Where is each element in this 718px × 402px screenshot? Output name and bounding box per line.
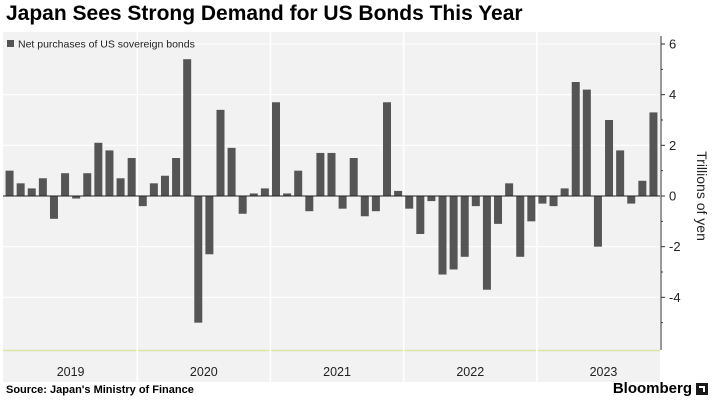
- bar: [94, 142, 103, 196]
- bar: [627, 196, 636, 204]
- bar: [116, 178, 125, 196]
- bar: [349, 158, 358, 196]
- bar: [371, 196, 380, 212]
- bar: [438, 196, 447, 275]
- bar: [160, 175, 169, 196]
- x-year-label: 2023: [590, 365, 618, 379]
- bar: [316, 152, 325, 196]
- y-tick-label: 6: [669, 37, 676, 52]
- bar: [72, 196, 81, 199]
- y-tick-label: -4: [669, 290, 681, 305]
- legend-swatch: [7, 40, 14, 47]
- bar: [249, 193, 258, 196]
- bar: [49, 196, 58, 219]
- bar: [305, 196, 314, 212]
- y-tick-label: 0: [669, 189, 676, 204]
- bar: [38, 178, 47, 196]
- brand-name: Bloomberg: [612, 380, 692, 397]
- x-year-label: 2021: [323, 365, 351, 379]
- bar: [616, 150, 625, 196]
- x-year-label: 2020: [190, 365, 218, 379]
- bar: [494, 196, 503, 224]
- y-tick-label: -2: [669, 239, 681, 254]
- x-year-label: 2019: [57, 365, 85, 379]
- bar: [260, 188, 269, 196]
- source-note: Source: Japan's Ministry of Finance: [6, 384, 194, 396]
- bar: [593, 196, 602, 247]
- bar: [27, 188, 36, 196]
- x-year-label: 2022: [456, 365, 484, 379]
- source-text: Source: Japan's Ministry of Finance: [6, 384, 194, 396]
- x-axis-band: [3, 350, 660, 382]
- legend-label: Net purchases of US sovereign bonds: [18, 39, 195, 51]
- bar: [283, 193, 292, 196]
- bar: [205, 196, 214, 255]
- bar: [172, 158, 181, 196]
- bar: [538, 196, 547, 204]
- chart-title: Japan Sees Strong Demand for US Bonds Th…: [6, 2, 523, 25]
- bar: [405, 196, 414, 209]
- bar: [516, 196, 525, 257]
- bar: [549, 196, 558, 207]
- bar: [649, 112, 658, 196]
- bar: [383, 102, 392, 196]
- bar: [271, 102, 280, 196]
- bar: [216, 109, 225, 196]
- bar: [105, 150, 114, 196]
- bar: [560, 188, 569, 196]
- bar: [527, 196, 536, 222]
- y-tick-label: 4: [669, 87, 676, 102]
- bar: [416, 196, 425, 234]
- bar: [360, 196, 369, 217]
- bar: [227, 147, 236, 196]
- y-axis-label: Trillions of yen: [694, 151, 710, 241]
- bar: [149, 183, 158, 196]
- bloomberg-logo: Bloomberg: [613, 380, 708, 397]
- bar: [183, 59, 192, 197]
- bar: [61, 173, 70, 196]
- bar: [605, 120, 614, 196]
- bar: [194, 196, 203, 323]
- bar: [138, 196, 147, 207]
- bar: [338, 196, 347, 209]
- bar: [505, 183, 514, 196]
- bar: [83, 173, 92, 196]
- bar: [427, 196, 436, 202]
- bar: [638, 180, 647, 196]
- bar: [471, 196, 480, 207]
- bar: [5, 170, 14, 196]
- bar: [127, 158, 136, 196]
- bar: [238, 196, 247, 214]
- bar: [449, 196, 458, 270]
- bar: [582, 89, 591, 196]
- bar: [16, 183, 25, 196]
- bar: [571, 82, 580, 196]
- bar: [294, 170, 303, 196]
- bar: [482, 196, 491, 290]
- bar: [460, 196, 469, 257]
- bloomberg-mark-icon: [696, 382, 708, 395]
- bar: [327, 152, 336, 196]
- y-tick-label: 2: [669, 138, 676, 153]
- bar: [394, 190, 403, 196]
